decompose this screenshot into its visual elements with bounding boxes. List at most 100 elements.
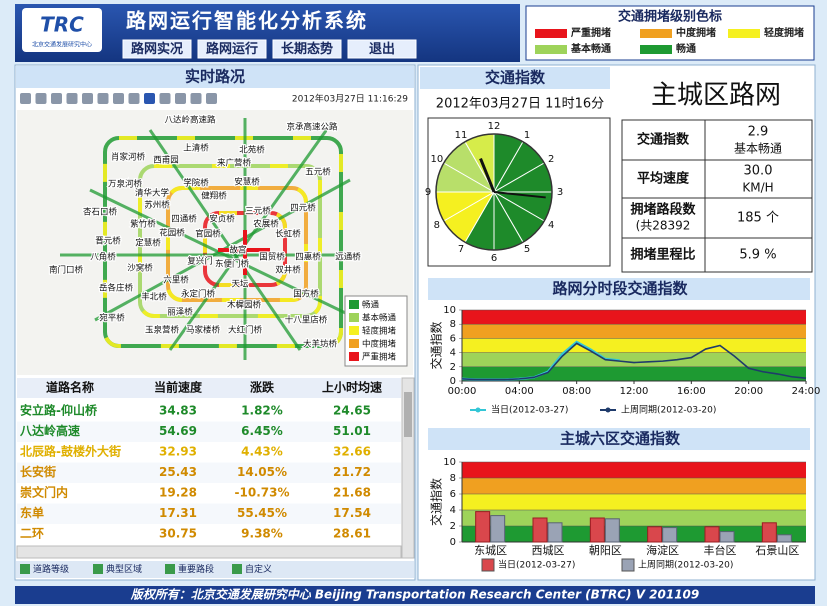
y-tick-label: 4	[450, 505, 456, 516]
metric-extra: KM/H	[742, 181, 773, 195]
road	[89, 188, 361, 322]
toolbar-icon	[113, 93, 124, 104]
level-band	[462, 324, 806, 339]
tab-label[interactable]: 道路等级	[33, 563, 69, 575]
map-label: 紫竹桥	[130, 219, 156, 230]
nav-label[interactable]: 退出	[369, 41, 395, 57]
map-label: 苏州桥	[144, 200, 170, 211]
metric-value: 2.9	[748, 125, 769, 140]
metric-label: 交通指数	[637, 132, 690, 148]
x-tick-label: 00:00	[448, 386, 477, 397]
map-label: 晋元桥	[95, 236, 121, 247]
map-legend-label: 轻度拥堵	[362, 326, 397, 337]
map-legend-label: 基本畅通	[362, 313, 397, 324]
nav-label[interactable]: 路网实况	[131, 41, 183, 57]
nav-button[interactable]	[122, 39, 192, 59]
table-cell: 4.43%	[241, 445, 283, 459]
legend-label: 轻度拥堵	[764, 26, 804, 39]
index-title: 交通指数	[485, 69, 546, 87]
tab-label[interactable]: 自定义	[245, 563, 272, 575]
table-cell: 17.54	[333, 506, 371, 520]
column-header: 道路名称	[46, 380, 94, 395]
legend-marker	[475, 407, 481, 413]
table-cell[interactable]: 东单	[20, 505, 44, 520]
level-band	[462, 526, 806, 542]
tab-bar	[16, 561, 414, 578]
map-label: 故宫	[229, 245, 246, 256]
road	[168, 124, 332, 351]
logo: TRC	[40, 13, 84, 37]
toolbar-icon	[35, 93, 47, 104]
map-label: 上清桥	[183, 143, 209, 154]
map-label: 东便门桥	[215, 259, 250, 270]
y-tick-label: 4	[450, 348, 456, 359]
map-label: 四元桥	[290, 203, 316, 214]
x-tick-label: 04:00	[505, 386, 534, 397]
table-cell[interactable]: 二环	[20, 527, 44, 541]
nav-label[interactable]: 长期态势	[281, 41, 333, 57]
clock-number: 8	[434, 220, 440, 231]
legend-label: 当日(2012-03-27)	[498, 559, 575, 571]
table-cell: 30.75	[159, 527, 197, 541]
table-cell[interactable]: 八达岭高速	[19, 423, 80, 438]
metric-label: 拥堵里程比	[630, 247, 695, 263]
legend-label: 中度拥堵	[676, 26, 716, 39]
bar	[719, 531, 735, 543]
footer: 版权所有：北京交通发展研究中心 Beijing Transportation R…	[130, 588, 700, 602]
tab-icon	[93, 564, 103, 574]
map-label: 安慧桥	[234, 177, 260, 188]
chart-header	[428, 428, 810, 450]
tab-icon	[232, 564, 242, 574]
toolbar-icon	[82, 93, 93, 104]
table-cell[interactable]: 长安街	[20, 464, 56, 479]
metric-extra: 基本畅通	[734, 142, 782, 156]
footer-bar	[15, 586, 815, 604]
legend-swatch	[535, 45, 567, 54]
tab-icon	[165, 564, 175, 574]
bar	[532, 517, 548, 543]
tab-label[interactable]: 典型区域	[106, 563, 142, 575]
metrics-table	[621, 119, 813, 273]
y-tick-label: 6	[450, 333, 456, 344]
map-label: 远通桥	[335, 252, 361, 263]
road	[148, 129, 302, 351]
road	[203, 211, 287, 287]
column-header: 涨跌	[250, 380, 275, 395]
metric-label: 拥堵路段数	[630, 202, 696, 218]
map-label: 健翔桥	[201, 191, 227, 202]
bar	[761, 522, 777, 543]
nav-button[interactable]	[272, 39, 342, 59]
nav-label[interactable]: 路网运行	[206, 41, 258, 57]
map-legend-swatch	[349, 352, 359, 361]
level-band	[462, 352, 806, 367]
level-band	[462, 310, 806, 325]
table-cell[interactable]: 安立路-仰山桥	[20, 403, 98, 418]
legend-swatch	[481, 558, 495, 572]
logo-box	[22, 8, 102, 52]
minute-hand	[493, 191, 546, 199]
table-cell: 6.45%	[241, 424, 283, 438]
toolbar-icon	[20, 93, 31, 104]
map-label: 长虹桥	[275, 229, 301, 240]
table-header	[17, 378, 401, 398]
y-tick-label: 2	[450, 521, 456, 532]
bar	[647, 526, 663, 543]
map-label: 来广营桥	[217, 158, 252, 169]
map-label: 五元桥	[305, 167, 331, 178]
table-cell: -10.73%	[235, 486, 290, 500]
y-tick-label: 8	[450, 473, 456, 484]
clock-number: 4	[548, 220, 554, 231]
column-header: 上小时均速	[322, 380, 382, 395]
table-cell[interactable]: 北辰路-鼓楼外大街	[20, 444, 121, 459]
map-label: 花园桥	[159, 228, 185, 239]
area-name: 主城区路网	[651, 81, 781, 111]
nav-button[interactable]	[347, 39, 417, 59]
level-band	[462, 478, 806, 494]
tab-label[interactable]: 重要路段	[178, 563, 214, 575]
table-row-bg	[17, 421, 401, 442]
map-label: 永定门桥	[181, 289, 216, 300]
table-cell[interactable]: 崇文门内	[20, 485, 68, 500]
nav-button[interactable]	[197, 39, 267, 59]
x-tick-label: 东城区	[474, 544, 507, 557]
